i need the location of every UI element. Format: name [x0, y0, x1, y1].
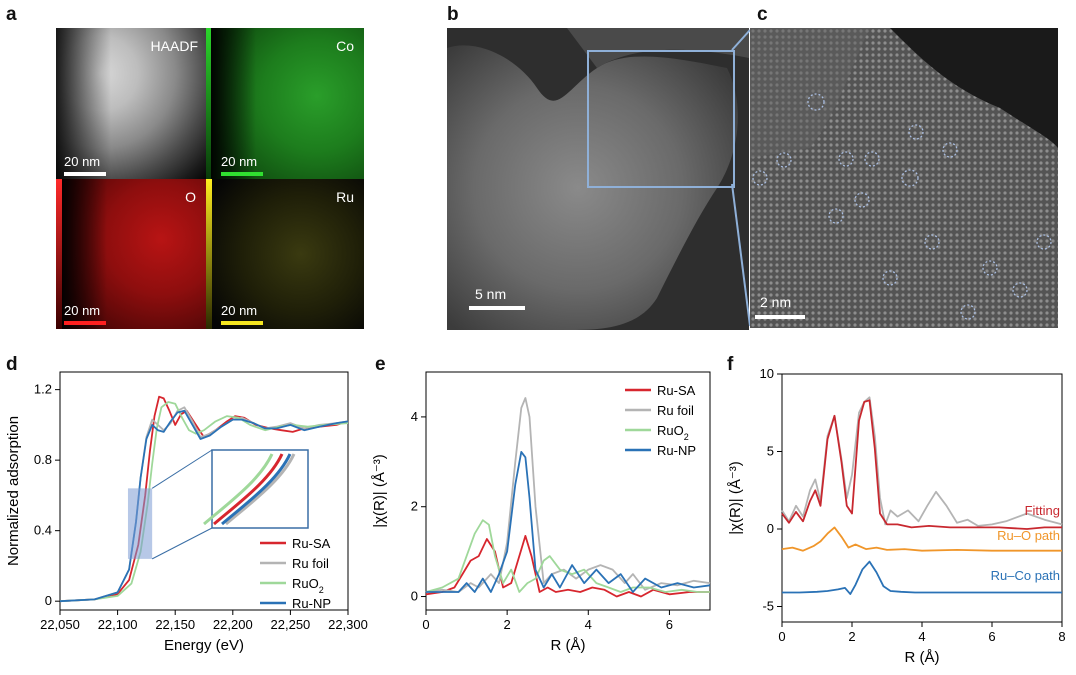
ru-scale-bar — [221, 321, 263, 325]
legend-entry-ruo2: RuO2 — [657, 423, 689, 442]
x-tick-label-e: 4 — [585, 617, 592, 632]
x-tick-label-d: 22,050 — [40, 617, 80, 632]
y-tick-label-e: 2 — [411, 499, 418, 514]
haadf-scale-text: 20 nm — [64, 154, 101, 169]
legend-entry-ru-foil: Ru foil — [657, 403, 694, 418]
chart-exafs-fitting: 0 2 4 6 8 10 5 0 -5 R (Å) |χ(R)| (Å⁻³) Fitting Ru–O … — [727, 366, 1066, 666]
panel-a-letter: a — [6, 4, 17, 25]
x-axis-label-d: Energy (eV) — [164, 637, 244, 654]
y-axis-label-f: |χ(R)| (Å⁻³) — [727, 461, 744, 535]
series-line-ru-foil — [425, 397, 711, 593]
zoom-scale-text: 2 nm — [760, 294, 792, 310]
zoom-region-box — [587, 50, 735, 188]
x-tick-label-f: 2 — [848, 629, 855, 644]
overview-scale-text: 5 nm — [475, 286, 507, 302]
x-tick-label-d: 22,150 — [155, 617, 195, 632]
series-line-ruo2 — [425, 519, 710, 593]
panel-f-letter: f — [727, 354, 734, 375]
stem-overview-image: 5 nm — [447, 28, 749, 330]
stem-zoom-shapes — [750, 28, 1058, 328]
x-tick-label-f: 4 — [918, 629, 925, 644]
y-tick-label-e: 4 — [411, 409, 418, 424]
haadf-label: HAADF — [150, 38, 198, 54]
panel-b-letter: b — [447, 4, 459, 25]
x-tick-label-f: 6 — [988, 629, 995, 644]
plot-frame-d — [59, 371, 349, 611]
x-tick-label-e: 6 — [666, 617, 673, 632]
x-axis-label-f: R (Å) — [905, 649, 940, 666]
plot-frame-f — [781, 373, 1063, 623]
annotation-ru-o-path: Ru–O path — [997, 528, 1060, 543]
x-tick-label-f: 0 — [778, 629, 785, 644]
zoom-scale-bar — [755, 315, 805, 319]
annotation-ru-co-path: Ru–Co path — [991, 568, 1060, 583]
inset-connector-top — [151, 449, 213, 489]
series-line-ru-co-path — [782, 560, 1062, 595]
x-tick-label-f: 8 — [1058, 629, 1065, 644]
chart-xanes: 22,050 22,100 22,150 22,200 22,250 22,300 0 0.4… — [5, 371, 368, 654]
x-tick-label-e: 2 — [504, 617, 511, 632]
zoom-connector-lines — [731, 29, 751, 327]
panel-c-letter: c — [757, 4, 768, 25]
y-tick-label-f: 5 — [767, 444, 774, 459]
x-tick-label-e: 0 — [422, 617, 429, 632]
overview-scale-bar — [469, 306, 525, 310]
co-scale-text: 20 nm — [221, 154, 258, 169]
y-tick-label-d: 1.2 — [34, 382, 52, 397]
series-line-ru-np — [426, 451, 711, 593]
y-tick-label-d: 0 — [45, 593, 52, 608]
inset-source-region — [127, 488, 153, 559]
x-tick-label-d: 22,300 — [328, 617, 368, 632]
inset-line-ruo2 — [203, 453, 274, 526]
y-axis-label-e: |χ(R)| (Å⁻³) — [371, 454, 388, 528]
series-line-ru-o-path — [781, 526, 1062, 552]
haadf-map: HAADF 20 nm — [56, 28, 206, 179]
x-tick-label-d: 22,200 — [213, 617, 253, 632]
panel-e-letter: e — [375, 354, 386, 375]
chart-exafs-ft: 0 2 4 6 0 2 4 R (Å) |χ(R)| (Å⁻³) Ru-SA Ru foil RuO2… — [371, 371, 711, 654]
ru-map: Ru 20 nm — [206, 179, 364, 329]
o-label: O — [185, 189, 196, 205]
x-tick-label-d: 22,100 — [98, 617, 138, 632]
co-map: Co 20 nm — [206, 28, 364, 179]
y-tick-label-f: -5 — [762, 599, 774, 614]
plot-frame-e — [425, 371, 711, 611]
o-scale-text: 20 nm — [64, 303, 101, 318]
co-scale-bar — [221, 172, 263, 176]
y-tick-label-f: 10 — [760, 366, 774, 381]
y-tick-label-d: 0.4 — [34, 523, 52, 538]
series-line-fitting — [781, 399, 1062, 530]
x-tick-label-d: 22,250 — [271, 617, 311, 632]
inset-line-ru-sa — [213, 453, 284, 526]
legend-entry-ru-sa: Ru-SA — [292, 536, 331, 551]
ru-scale-text: 20 nm — [221, 303, 258, 318]
y-tick-label-e: 0 — [411, 589, 418, 604]
y-axis-label-d: Normalized adsorption — [5, 416, 22, 566]
legend-entry-ru-np: Ru-NP — [292, 596, 331, 611]
ru-label: Ru — [336, 189, 354, 205]
inset-connector-bottom — [151, 527, 213, 560]
y-tick-label-d: 0.8 — [34, 452, 52, 467]
panel-d-letter: d — [6, 354, 18, 375]
inset-line-ru-np — [221, 453, 292, 526]
y-tick-label-f: 0 — [767, 521, 774, 536]
series-line-data — [781, 396, 1063, 527]
legend-entry-ru-np: Ru-NP — [657, 443, 696, 458]
co-label: Co — [336, 38, 354, 54]
legend-entry-ru-foil: Ru foil — [292, 556, 329, 571]
legend-entry-ru-sa: Ru-SA — [657, 383, 696, 398]
o-map: O 20 nm — [56, 179, 206, 329]
stem-zoom-image: 2 nm — [750, 28, 1058, 328]
series-line-ru-sa — [425, 535, 710, 598]
haadf-scale-bar — [64, 172, 106, 176]
inset-frame — [211, 449, 309, 529]
annotation-fitting: Fitting — [1025, 503, 1060, 518]
o-scale-bar — [64, 321, 106, 325]
x-axis-label-e: R (Å) — [551, 637, 586, 654]
legend-entry-ruo2: RuO2 — [292, 576, 324, 595]
inset-line-ru-foil — [225, 453, 296, 526]
